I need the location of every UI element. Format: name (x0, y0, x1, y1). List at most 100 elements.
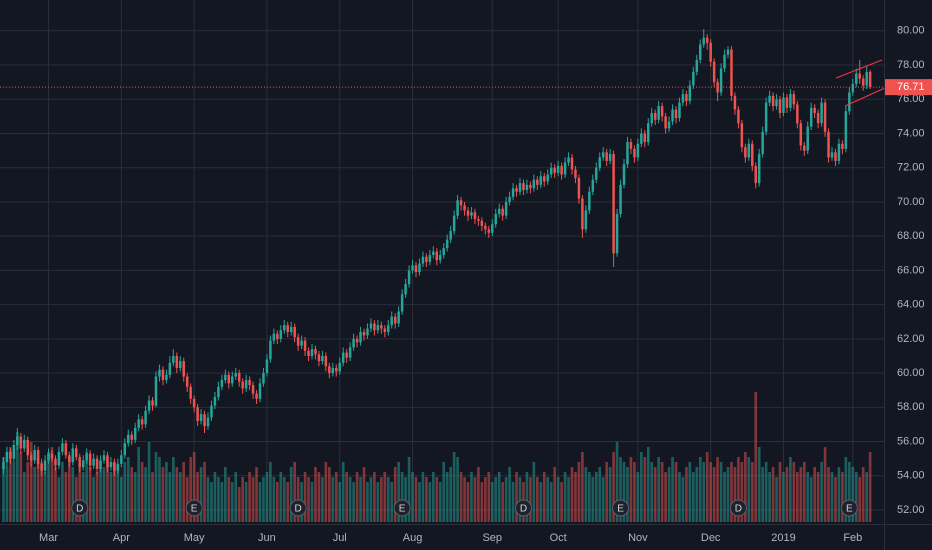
volume-bar (771, 467, 775, 522)
volume-bar (529, 477, 532, 522)
candle-body (75, 448, 78, 457)
candle-body (823, 102, 827, 132)
candle-body (137, 419, 140, 428)
event-label: E (846, 504, 853, 515)
volume-bar (217, 477, 220, 522)
candle-body (88, 453, 92, 466)
volume-bar (22, 472, 26, 522)
volume-bar (50, 447, 54, 522)
volume-bar (213, 472, 217, 522)
y-tick-label: 68.00 (897, 230, 925, 242)
volume-bar (567, 477, 570, 522)
volume-bar (841, 472, 844, 522)
volume-bar (366, 482, 369, 522)
volume-bar (775, 477, 778, 522)
candle-body (775, 99, 778, 107)
candle-body (102, 455, 106, 461)
x-tick-label: 2019 (771, 532, 795, 544)
volume-bar (120, 477, 123, 522)
y-tick-label: 60.00 (897, 367, 925, 379)
volume-bar (678, 472, 681, 522)
volume-pane (2, 392, 872, 522)
candle-body (425, 256, 428, 262)
volume-bar (744, 452, 747, 522)
candle-body (324, 355, 328, 367)
candle-body (799, 123, 803, 146)
y-tick-label: 80.00 (897, 25, 925, 37)
volume-bar (435, 477, 439, 522)
candle-body (653, 112, 657, 120)
candle-body (480, 220, 484, 226)
volume-bar (438, 482, 442, 522)
volume-bar (147, 442, 151, 522)
volume-bar (331, 477, 335, 522)
candle-body (494, 213, 497, 225)
candle-body (127, 434, 130, 444)
candle-body (688, 85, 692, 101)
candle-body (241, 381, 244, 389)
volume-bar (279, 472, 283, 522)
volume-bar (414, 477, 418, 522)
candle-body (848, 92, 851, 112)
candle-body (511, 188, 515, 197)
candle-body (837, 143, 841, 161)
event-marker (289, 499, 307, 517)
volume-bar (813, 467, 816, 522)
volume-bar (834, 477, 837, 522)
volume-bar (490, 482, 494, 522)
volume-bar (861, 467, 865, 522)
candle-body (71, 448, 75, 463)
volume-bar (168, 472, 172, 522)
candle-body (449, 231, 452, 240)
volume-bar (768, 472, 771, 522)
volume-bar (68, 457, 71, 522)
candle-body (348, 347, 352, 358)
volume-bar (459, 472, 463, 522)
candle-body (293, 326, 296, 338)
volume-bar (178, 472, 182, 522)
candle-body (518, 183, 522, 192)
volume-bar (286, 482, 290, 522)
volume-bar (494, 477, 498, 522)
candle-body (851, 83, 855, 93)
candle-body (595, 167, 598, 180)
volume-bar (373, 472, 376, 522)
volume-bar (390, 482, 394, 522)
candle-body (269, 340, 272, 360)
candle-body (744, 147, 747, 158)
candle-body (310, 349, 314, 356)
volume-bar (397, 462, 400, 522)
candle-body (473, 212, 477, 220)
volume-bar (241, 477, 244, 522)
candle-body (227, 374, 231, 384)
candle-body (844, 111, 848, 149)
candle-body (258, 383, 262, 399)
candle-body (172, 355, 175, 363)
candle-body (477, 219, 480, 221)
candle-body (719, 68, 723, 93)
volume-bar (823, 447, 827, 522)
volume-bar (692, 472, 695, 522)
volume-bar (612, 452, 615, 522)
volume-bar (175, 467, 179, 522)
volume-bar (750, 462, 754, 522)
volume-bar (660, 462, 664, 522)
event-marker (840, 499, 858, 517)
candle-body (674, 109, 678, 119)
candle-body (366, 328, 369, 336)
candle-body (865, 71, 868, 86)
candle-body (809, 107, 813, 127)
candle-body (130, 434, 133, 440)
candle-body (203, 414, 206, 427)
volume-bar (33, 467, 36, 522)
volume-bar (328, 467, 331, 522)
candle-body (303, 340, 307, 351)
candle-body (231, 376, 234, 384)
event-label: D (76, 504, 83, 515)
candle-body (414, 265, 418, 273)
volume-bar (411, 472, 414, 522)
event-label: D (735, 504, 742, 515)
volume-bar (712, 467, 716, 522)
volume-bar (29, 442, 33, 522)
